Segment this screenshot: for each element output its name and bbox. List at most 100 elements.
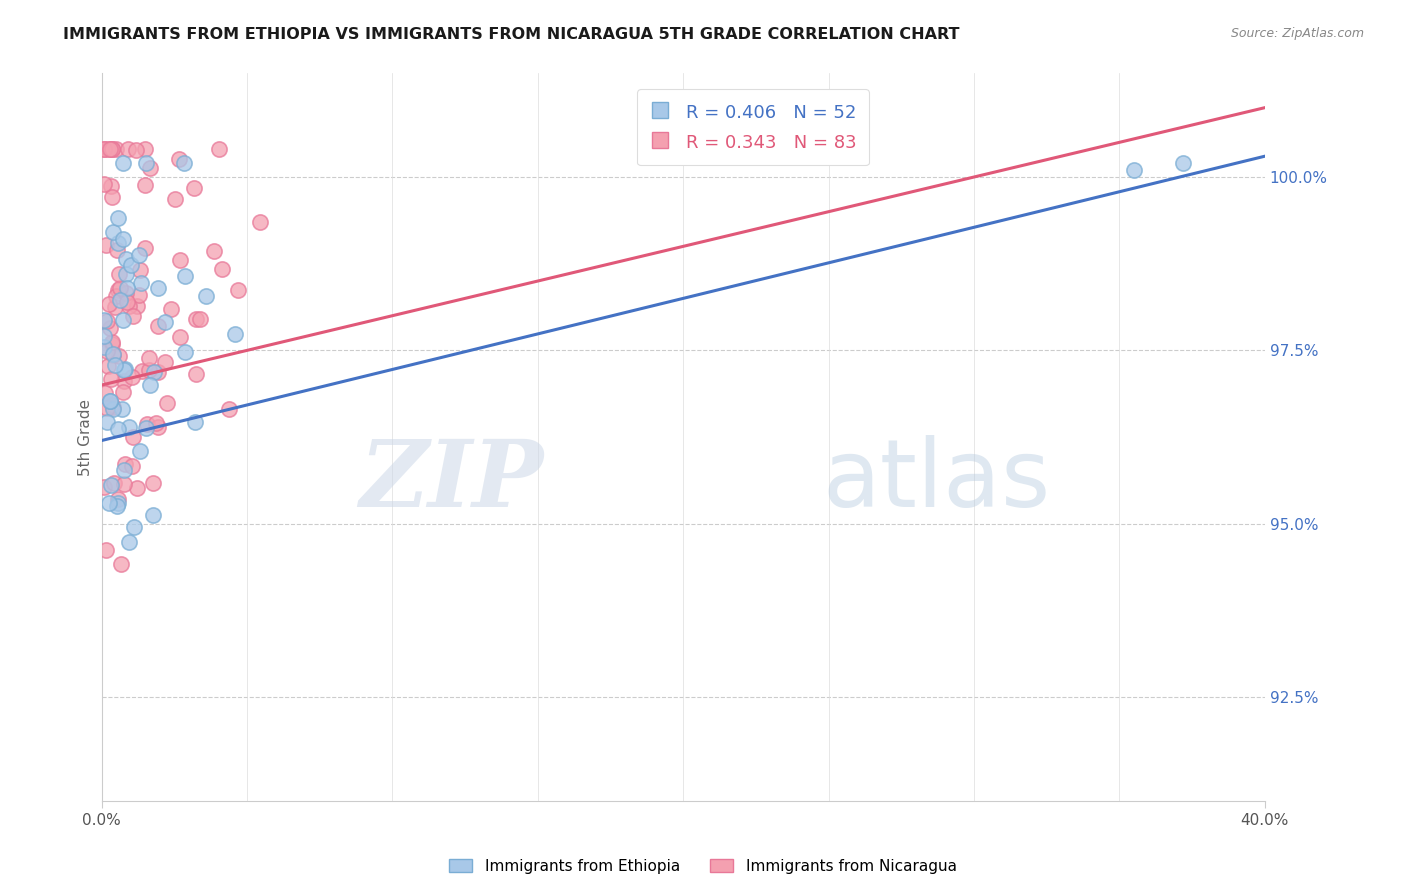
Text: Source: ZipAtlas.com: Source: ZipAtlas.com xyxy=(1230,27,1364,40)
Point xyxy=(93,313,115,327)
Point xyxy=(135,421,157,435)
Point xyxy=(122,430,145,444)
Point xyxy=(169,330,191,344)
Point xyxy=(129,443,152,458)
Point xyxy=(188,312,211,326)
Point xyxy=(120,258,142,272)
Point xyxy=(97,142,120,156)
Point xyxy=(148,319,170,334)
Point xyxy=(93,177,115,191)
Point xyxy=(114,374,136,388)
Point xyxy=(249,215,271,229)
Point xyxy=(134,178,156,193)
Point xyxy=(105,142,128,156)
Point xyxy=(93,142,115,156)
Point xyxy=(105,289,128,303)
Point xyxy=(97,496,120,510)
Point xyxy=(101,400,124,414)
Point xyxy=(93,340,115,354)
Point xyxy=(110,557,132,571)
Point xyxy=(131,364,153,378)
Point xyxy=(107,283,129,297)
Point xyxy=(108,349,131,363)
Point xyxy=(202,244,225,258)
Point xyxy=(111,312,134,326)
Point xyxy=(93,142,115,156)
Point xyxy=(134,142,156,156)
Point xyxy=(96,401,118,415)
Point xyxy=(114,252,136,266)
Point xyxy=(224,326,246,341)
Point xyxy=(1173,156,1195,170)
Point xyxy=(104,358,127,372)
Point xyxy=(117,280,139,294)
Point xyxy=(183,181,205,195)
Point xyxy=(128,248,150,262)
Point xyxy=(195,289,218,303)
Y-axis label: 5th Grade: 5th Grade xyxy=(79,399,93,475)
Point xyxy=(169,252,191,267)
Point xyxy=(115,286,138,301)
Point xyxy=(101,190,124,204)
Point xyxy=(111,156,134,170)
Point xyxy=(108,293,131,307)
Point xyxy=(143,365,166,379)
Point xyxy=(98,142,121,156)
Point xyxy=(93,386,115,401)
Point xyxy=(105,499,128,513)
Point xyxy=(112,232,135,246)
Point xyxy=(121,458,143,473)
Point xyxy=(184,312,207,326)
Legend: Immigrants from Ethiopia, Immigrants from Nicaragua: Immigrants from Ethiopia, Immigrants fro… xyxy=(443,853,963,880)
Point xyxy=(112,477,135,491)
Point xyxy=(101,142,124,156)
Point xyxy=(107,492,129,507)
Point xyxy=(107,235,129,250)
Text: atlas: atlas xyxy=(823,434,1052,527)
Point xyxy=(101,346,124,360)
Point xyxy=(138,363,160,377)
Point xyxy=(138,351,160,365)
Point xyxy=(211,261,233,276)
Point xyxy=(218,402,240,417)
Point xyxy=(107,496,129,510)
Text: IMMIGRANTS FROM ETHIOPIA VS IMMIGRANTS FROM NICARAGUA 5TH GRADE CORRELATION CHAR: IMMIGRANTS FROM ETHIOPIA VS IMMIGRANTS F… xyxy=(63,27,960,42)
Point xyxy=(186,367,208,381)
Point xyxy=(105,244,128,258)
Point xyxy=(142,508,165,522)
Point xyxy=(101,142,124,156)
Point xyxy=(115,267,138,281)
Point xyxy=(96,415,118,429)
Point xyxy=(134,241,156,255)
Point xyxy=(112,463,135,477)
Point xyxy=(112,385,135,400)
Point xyxy=(101,335,124,350)
Point xyxy=(103,476,125,491)
Point xyxy=(169,152,191,166)
Text: ZIP: ZIP xyxy=(360,436,544,525)
Point xyxy=(208,142,231,156)
Point xyxy=(104,301,127,315)
Point xyxy=(122,310,145,324)
Point xyxy=(145,417,167,431)
Point xyxy=(135,417,157,432)
Point xyxy=(114,458,136,472)
Point xyxy=(142,476,165,491)
Point xyxy=(122,520,145,534)
Point xyxy=(111,402,134,417)
Point xyxy=(173,156,195,170)
Point xyxy=(148,281,170,295)
Point xyxy=(96,344,118,359)
Point xyxy=(159,301,181,316)
Point xyxy=(184,416,207,430)
Point xyxy=(139,377,162,392)
Point xyxy=(98,393,121,408)
Point xyxy=(128,288,150,302)
Point xyxy=(146,365,169,379)
Point xyxy=(103,402,125,417)
Point xyxy=(117,299,139,313)
Point xyxy=(117,142,139,156)
Point xyxy=(174,345,197,359)
Point xyxy=(117,419,139,434)
Point xyxy=(94,237,117,252)
